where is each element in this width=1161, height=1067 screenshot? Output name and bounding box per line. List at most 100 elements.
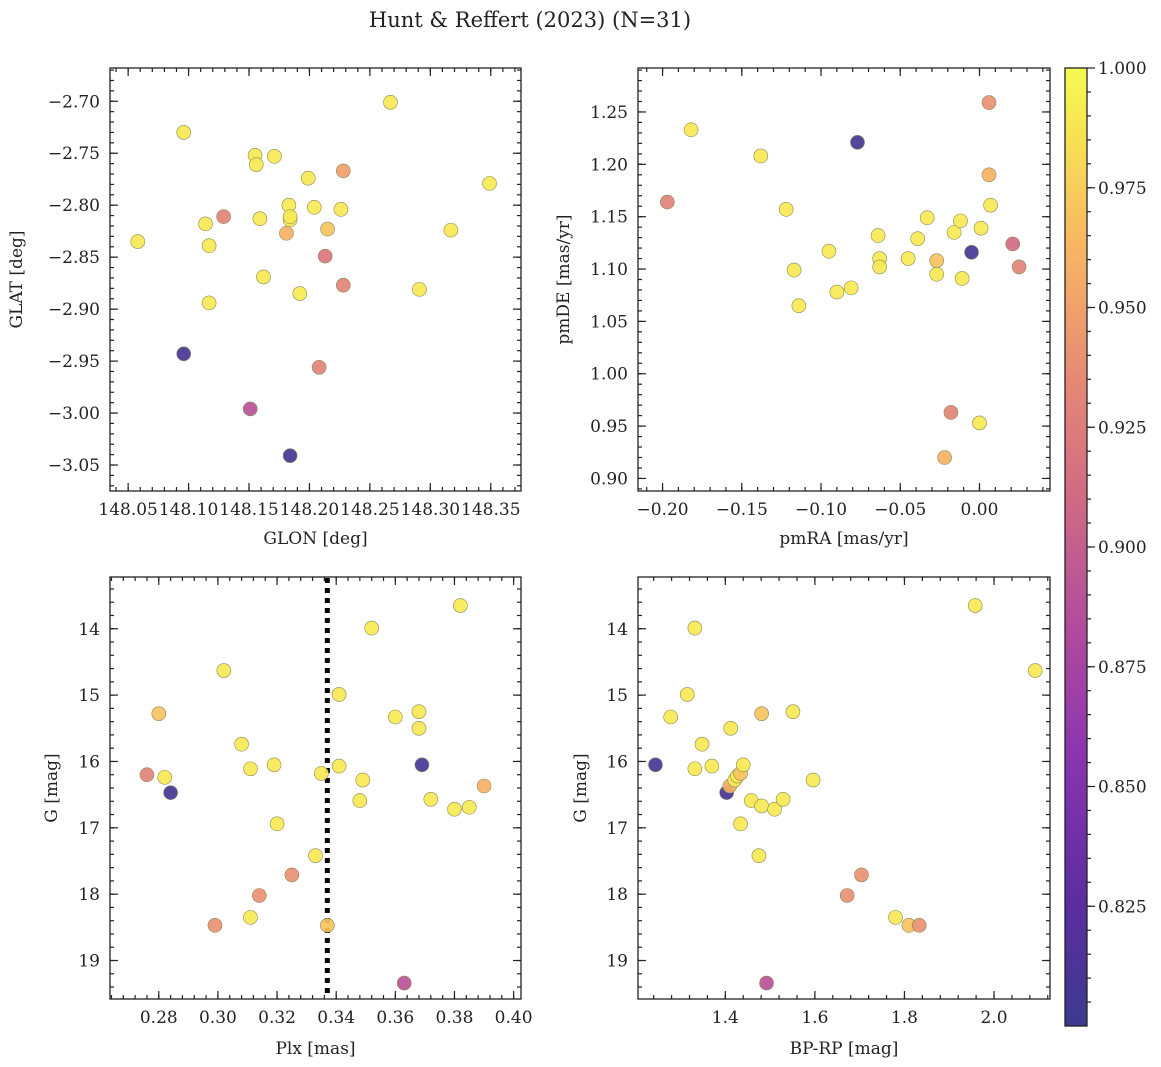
- data-point: [735, 757, 751, 773]
- y-tick-label: −2.85: [48, 248, 100, 268]
- y-tick-label: −2.80: [48, 196, 100, 216]
- colorbar-tick-label: 0.850: [1098, 778, 1147, 798]
- data-point: [243, 761, 258, 777]
- y-tick-label: −2.70: [48, 92, 100, 112]
- data-point: [243, 910, 258, 925]
- x-tick-label: −0.20: [637, 500, 689, 520]
- x-tick-label: 0.36: [376, 1008, 414, 1028]
- y-tick-label: 16: [606, 752, 628, 772]
- data-point: [311, 360, 327, 375]
- data-point: [843, 280, 859, 296]
- x-axis-label: pmRA [mas/yr]: [779, 529, 908, 549]
- data-point: [733, 816, 748, 832]
- data-point: [317, 248, 333, 264]
- data-point: [443, 222, 459, 238]
- data-point: [687, 761, 703, 777]
- data-point: [201, 295, 217, 311]
- data-point: [943, 405, 959, 420]
- data-point: [242, 401, 258, 417]
- data-point: [786, 262, 802, 278]
- data-point: [1005, 236, 1021, 252]
- x-axis-label: GLON [deg]: [263, 529, 367, 549]
- data-point: [284, 867, 300, 883]
- y-tick-label: 0.90: [590, 469, 628, 489]
- data-point: [888, 910, 903, 925]
- y-tick-label: 14: [606, 620, 628, 640]
- tick-marks: [110, 577, 521, 999]
- y-tick-label: 19: [606, 952, 628, 972]
- panel-p2: −0.20 −0.15 −0.10 −0.05 0.00 0.90 0.95 1.00 1.05…: [554, 67, 1051, 549]
- data-point: [679, 687, 695, 702]
- data-point: [704, 758, 720, 774]
- x-tick-label: 148.30: [401, 500, 460, 520]
- x-tick-label: 148.35: [461, 500, 520, 520]
- panel-p1: 148.05 148.10 148.15 148.20 148.25 148.30 148.…: [7, 67, 522, 549]
- y-tick-label: 1.25: [590, 103, 628, 123]
- data-point: [850, 135, 865, 150]
- data-point: [648, 757, 663, 773]
- data-point: [216, 663, 232, 678]
- y-tick-label: 16: [78, 752, 100, 772]
- plot-area: [110, 68, 521, 491]
- x-tick-label: 0.30: [199, 1008, 237, 1028]
- x-tick-label: 0.32: [258, 1008, 296, 1028]
- y-tick-label: 18: [78, 885, 100, 905]
- data-point: [919, 210, 935, 226]
- data-point: [929, 253, 945, 268]
- data-point: [157, 770, 173, 785]
- x-tick-label: 148.15: [219, 500, 278, 520]
- y-tick-label: 15: [606, 686, 628, 706]
- x-tick-label: 0.34: [317, 1008, 355, 1028]
- data-point: [207, 918, 223, 933]
- data-point: [252, 888, 267, 903]
- data-point: [821, 243, 837, 259]
- axes-frame: [109, 576, 522, 1000]
- data-point: [320, 221, 335, 237]
- y-tick-label: −2.95: [48, 352, 100, 372]
- axes-frame: [637, 576, 1051, 1000]
- data-point: [447, 801, 462, 817]
- data-point: [753, 148, 769, 164]
- y-tick-label: 15: [78, 686, 100, 706]
- data-point: [266, 757, 282, 773]
- x-tick-label: −0.05: [874, 500, 926, 520]
- data-point: [151, 706, 167, 721]
- colorbar-tick-label: 0.925: [1098, 418, 1147, 438]
- plot-area: [110, 577, 521, 999]
- data-point: [331, 687, 347, 702]
- data-point: [198, 216, 213, 232]
- data-point: [333, 202, 349, 217]
- data-point: [754, 706, 769, 721]
- data-point: [476, 778, 492, 794]
- data-point: [778, 202, 794, 217]
- y-tick-label: 17: [606, 819, 628, 839]
- colorbar-tick-label: 0.950: [1098, 299, 1147, 319]
- data-point: [767, 801, 782, 817]
- scatter-points: [648, 598, 1043, 991]
- data-point: [267, 149, 282, 164]
- data-point: [314, 766, 329, 781]
- data-point: [791, 298, 807, 313]
- data-point: [383, 94, 398, 110]
- data-point: [139, 767, 155, 783]
- x-tick-label: 1.8: [891, 1008, 918, 1028]
- data-point: [854, 867, 869, 883]
- x-axis-label: Plx [mas]: [275, 1039, 355, 1059]
- data-point: [412, 282, 427, 297]
- data-point: [829, 284, 845, 300]
- y-tick-label: −3.05: [48, 456, 100, 476]
- data-point: [306, 199, 322, 215]
- data-point: [972, 415, 987, 431]
- colorbar: 0.825 0.850 0.875 0.900 0.925 0.950 0.975 1.000: [1064, 59, 1147, 1027]
- data-point: [411, 720, 427, 736]
- data-point: [660, 194, 675, 210]
- y-tick-label: −3.00: [48, 404, 100, 424]
- colorbar-tick-label: 0.875: [1098, 658, 1147, 678]
- data-point: [694, 736, 710, 752]
- data-point: [981, 167, 997, 183]
- data-point: [320, 918, 335, 933]
- data-point: [687, 620, 703, 636]
- y-axis-label: G [mag]: [42, 753, 62, 822]
- data-point: [234, 736, 249, 752]
